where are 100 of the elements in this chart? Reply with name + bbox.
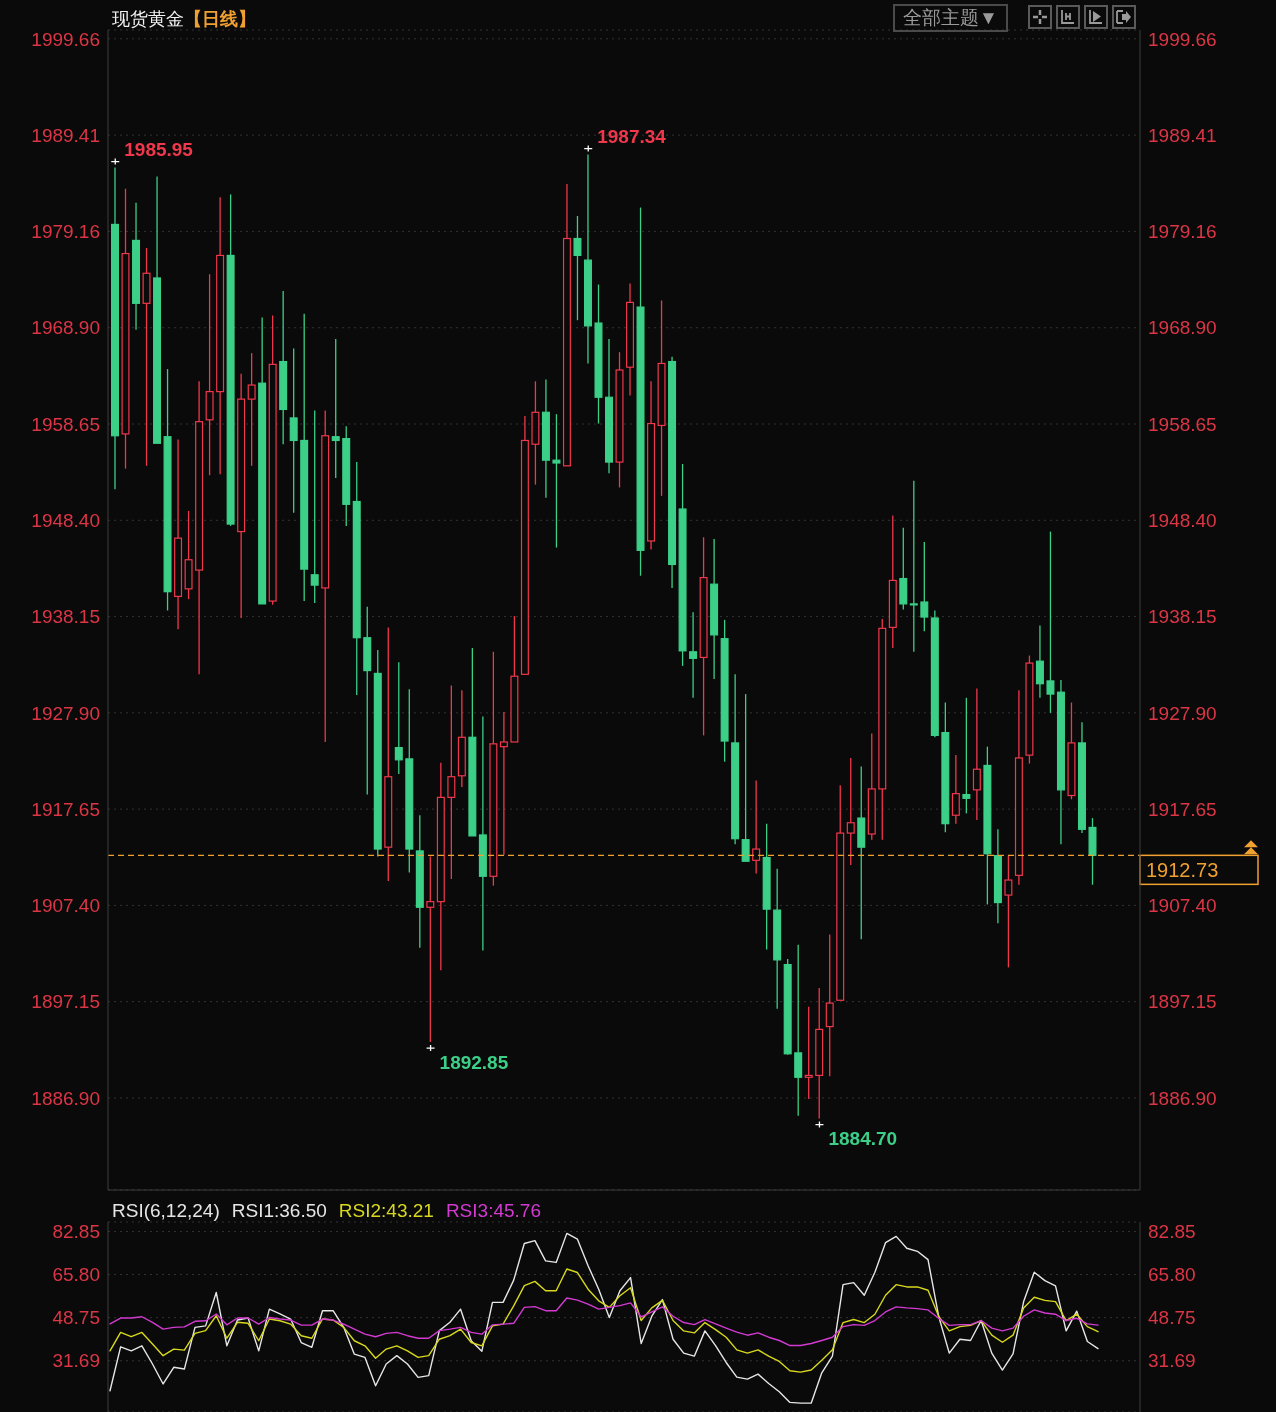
candlestick [121, 188, 130, 470]
candlestick [216, 196, 225, 475]
chart-subtitle: 【日线】 [184, 8, 256, 31]
y-tick-label: 1968.90 [31, 317, 100, 339]
candlestick [857, 765, 866, 940]
candlestick [499, 711, 508, 856]
text: RSI3:45.76 [445, 1200, 541, 1222]
y-tick-label: 1938.15 [31, 606, 100, 628]
y2-tick-label: 1999.66 [1148, 28, 1217, 50]
y-tick-label: 48.75 [52, 1307, 100, 1329]
candlestick [731, 673, 740, 845]
candlestick [331, 338, 340, 479]
candlestick [552, 413, 561, 549]
candlestick [405, 688, 414, 874]
candlestick [1056, 679, 1065, 845]
candlestick [993, 828, 1002, 924]
candlestick [321, 409, 330, 743]
candlestick [247, 352, 256, 467]
candlestick [804, 1006, 813, 1100]
line-series [109, 1232, 1099, 1404]
candlestick [583, 153, 592, 365]
y-tick-label: 1897.15 [31, 991, 100, 1013]
y2-tick-label: 65.80 [1148, 1264, 1196, 1286]
annotation: 1987.34 [597, 125, 667, 147]
y2-tick-label: 1958.65 [1148, 413, 1217, 435]
y-tick-label: 1907.40 [31, 895, 100, 917]
candlestick [888, 514, 897, 649]
y-tick-label: 1958.65 [31, 413, 100, 435]
line-series [109, 1268, 1099, 1373]
y-tick-label: 1948.40 [31, 510, 100, 532]
y2-tick-label: 1938.15 [1148, 606, 1217, 628]
candlestick [573, 215, 582, 321]
candlestick [972, 687, 981, 821]
candlestick [195, 380, 204, 675]
candlestick [794, 944, 803, 1117]
candlestick [457, 689, 466, 788]
candlestick [541, 378, 550, 499]
candlestick [478, 715, 487, 952]
candlestick [352, 461, 361, 696]
line-series [109, 1297, 1099, 1347]
y2-tick-label: 1917.65 [1148, 798, 1217, 820]
candlestick [205, 273, 214, 476]
y-tick-label: 1979.16 [31, 221, 100, 243]
y2-tick-label: 48.75 [1148, 1307, 1196, 1329]
candlestick [279, 290, 288, 445]
text: 全部主题▼ [893, 4, 1008, 32]
candlestick [773, 868, 782, 1010]
y-tick-label: 1917.65 [31, 798, 100, 820]
candlestick [846, 757, 855, 866]
candlestick [710, 538, 719, 680]
annotation: 1884.70 [828, 1128, 898, 1150]
candlestick [531, 380, 540, 486]
y-tick-label: 1989.41 [31, 124, 100, 146]
candlestick [605, 338, 613, 474]
y2-tick-label: 1897.15 [1148, 991, 1217, 1013]
candlestick [163, 368, 172, 612]
y2-tick-label: 1927.90 [1148, 702, 1217, 724]
y-tick-label: 65.80 [52, 1264, 100, 1286]
y2-tick-label: 1968.90 [1148, 317, 1217, 339]
candlestick [647, 380, 656, 551]
legend-title: RSI(6,12,24) [112, 1200, 220, 1222]
candlestick [762, 823, 771, 951]
candlestick [1077, 721, 1086, 834]
candlestick [289, 347, 298, 514]
y2-tick-label: 1989.41 [1148, 124, 1217, 146]
y2-tick-label: 82.85 [1148, 1221, 1196, 1243]
candlestick [668, 356, 677, 589]
ref-line-label: 1912.73 [1146, 858, 1219, 881]
y2-tick-label: 31.69 [1148, 1350, 1196, 1372]
candlestick [594, 283, 603, 425]
candlestick [657, 299, 666, 497]
y-tick-label: 82.85 [52, 1221, 100, 1243]
candlestick [384, 626, 393, 882]
y2-tick-label: 1948.40 [1148, 510, 1217, 532]
candlestick [951, 754, 960, 825]
candlestick [436, 761, 445, 971]
candlestick [626, 282, 635, 397]
candlestick [426, 855, 435, 1043]
text: RSI2:43.21 [338, 1200, 434, 1222]
y-tick-label: 1999.66 [31, 28, 100, 50]
y2-tick-label: 1907.40 [1148, 895, 1217, 917]
candlestick [1014, 689, 1023, 886]
candlestick [720, 619, 729, 763]
annotation: 1892.85 [439, 1051, 509, 1073]
y-tick-label: 1927.90 [31, 702, 100, 724]
candlestick [689, 611, 698, 699]
candlestick [825, 933, 834, 1077]
candlestick [363, 606, 372, 796]
candlestick [699, 536, 708, 737]
candlestick [142, 247, 151, 467]
candlestick [909, 480, 918, 653]
candlestick [1004, 854, 1013, 969]
candlestick [174, 438, 183, 630]
y2-tick-label: 1886.90 [1148, 1087, 1217, 1109]
candlestick [636, 206, 645, 577]
candlestick [447, 684, 456, 880]
y2-tick-label: 1979.16 [1148, 221, 1217, 243]
candlestick [237, 373, 246, 619]
text: RSI1:36.50 [231, 1200, 327, 1222]
candlestick [111, 166, 119, 490]
